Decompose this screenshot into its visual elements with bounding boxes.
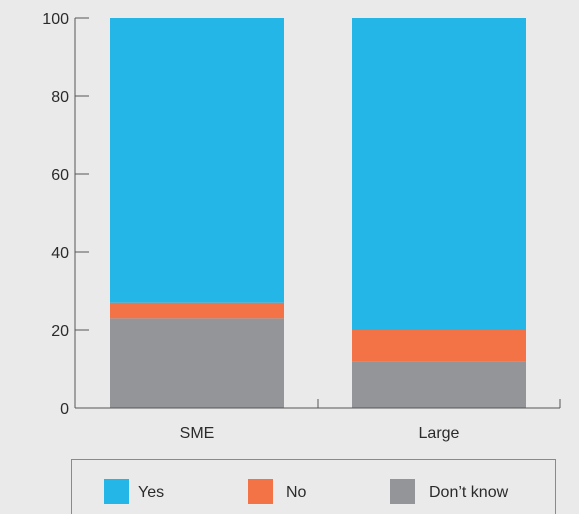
bar-segment-large-don-t-know (352, 361, 526, 408)
legend: Yes No Don’t know (71, 459, 556, 514)
y-tick-label: 60 (51, 167, 69, 184)
legend-label-no: No (286, 484, 307, 501)
x-category-label: Large (419, 425, 460, 442)
bar-segment-sme-yes (110, 18, 284, 303)
x-axis: SME Large (75, 399, 561, 442)
y-tick-label: 40 (51, 245, 69, 262)
legend-box (71, 459, 556, 514)
y-tick-label: 20 (51, 323, 69, 340)
bar-segment-sme-don-t-know (110, 318, 284, 408)
bars-group (110, 18, 526, 408)
y-axis: 0 20 40 60 80 100 (42, 11, 89, 418)
y-tick-label: 0 (60, 401, 69, 418)
legend-label-yes: Yes (138, 484, 164, 501)
y-tick-label: 80 (51, 89, 69, 106)
legend-label-don-t-know: Don’t know (429, 484, 509, 501)
x-category-label: SME (180, 425, 215, 442)
legend-swatch-yes (104, 479, 129, 504)
y-tick-label: 100 (42, 11, 69, 28)
bar-segment-large-no (352, 330, 526, 362)
legend-swatch-don-t-know (390, 479, 415, 504)
legend-swatch-no (248, 479, 273, 504)
bar-segment-sme-no (110, 302, 284, 319)
bar-segment-large-yes (352, 18, 526, 330)
